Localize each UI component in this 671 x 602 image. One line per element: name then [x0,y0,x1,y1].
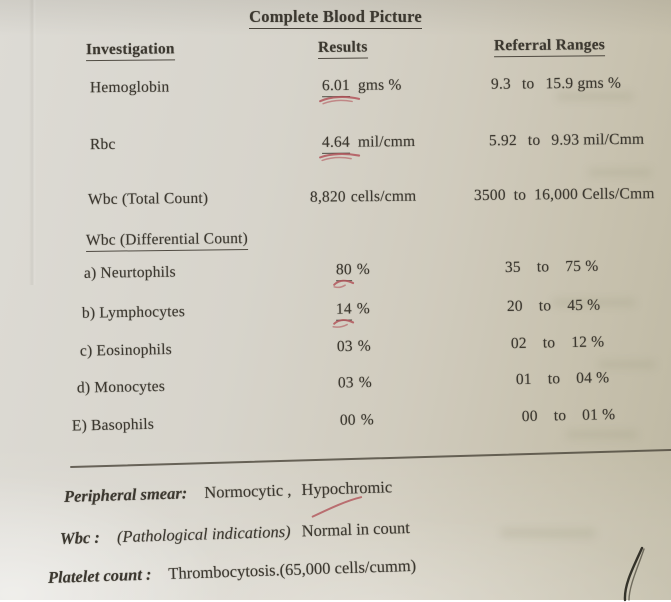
referral-range-cell: 3500 to 16,000 Cells/Cmm [474,185,655,205]
range-high: 15.9 gms % [545,74,622,93]
range-to: to [521,75,535,93]
range-high: 9.93 mil/Cmm [551,130,645,149]
note-value-marked: Hypochromic [301,477,392,518]
referral-range-cell: 9.3 to 15.9 gms % [491,75,621,94]
result-unit: cells/cmm [350,187,417,206]
paper-crease [29,0,36,285]
referral-range-cell: 01 to 04 % [516,369,610,389]
result-unit: % [356,260,371,279]
ink-bleedthrough [556,92,634,101]
ink-bleedthrough [588,168,652,177]
result-number: 03 [337,374,354,392]
range-to: to [553,407,567,425]
range-to: to [547,370,561,388]
range-low: 3500 [473,186,506,205]
referral-range-cell: 20 to 45 % [507,297,601,316]
range-high: 12 % [571,333,605,352]
red-pen-underline-icon [333,279,355,289]
section-header-differential-count: Wbc (Differential Count) [85,229,249,252]
range-to: to [536,258,550,276]
result-cell: 8,820 cells/cmm [310,188,417,207]
ink-bleedthrough [566,430,638,439]
column-header-referral-ranges: Referral Ranges [493,36,606,58]
range-low: 35 [504,258,521,276]
referral-range-cell: 02 to 12 % [511,333,605,353]
referral-range-cell: 35 to 75 % [505,258,599,277]
note-value: Normal in count [301,518,411,541]
column-header-investigation: Investigation [85,40,175,62]
result-unit: % [356,300,371,318]
table-row-hemoglobin: Hemoglobin 6.01 gms % 9.3 to 15.9 gms % [0,74,671,105]
investigation-name: Wbc (Total Count) [87,189,209,209]
red-pen-check-icon [311,496,362,518]
range-to: to [542,334,556,352]
result-cell: 00 % [340,411,374,430]
result-cell: 03 % [338,374,372,393]
table-row-lymphocytes: b) Lymphocytes 14 % 20 to 45 % [0,295,671,328]
result-cell: 6.01 gms % [319,76,402,105]
range-to: to [513,186,527,204]
ink-bleedthrough [500,528,596,538]
note-peripheral-smear: Peripheral smear: Normocytic , Hypochrom… [63,477,393,518]
note-value: Normocytic , [204,480,292,502]
red-pen-underline-icon [332,319,355,328]
investigation-name: Rbc [89,135,116,154]
note-parenthetical: (Pathological indications) [116,521,291,547]
investigation-name: d) Monocytes [76,377,166,397]
range-high: 01 % [582,406,616,424]
note-label: Platelet count : [47,564,152,587]
page-title: Complete Blood Picture [249,7,422,29]
range-low: 9.3 [490,75,512,93]
red-pen-underline-icon [319,152,361,162]
result-unit: mil/cmm [357,133,416,151]
range-high: 04 % [576,369,610,387]
range-high: 16,000 Cells/Cmm [534,185,655,204]
referral-range-cell: 00 to 01 % [522,406,616,426]
range-low: 02 [510,334,527,353]
note-label: Peripheral smear: [63,483,188,506]
result-unit: % [358,373,373,392]
column-header-results: Results [317,38,368,59]
table-row-neutrophils: a) Neurtophils 80 % 35 to 75 % [0,257,671,289]
result-cell: 14 % [332,300,371,328]
document-header: Complete Blood Picture [0,7,671,29]
stray-pen-object [623,546,645,602]
result-unit: % [360,411,375,429]
range-low: 01 [515,370,532,389]
range-high: 45 % [567,296,601,315]
investigation-name: a) Neurtophils [83,263,176,282]
investigation-name: E) Basophils [71,415,155,435]
result-cell: 03 % [337,338,371,357]
result-number: 8,820 [309,188,346,206]
table-row-rbc: Rbc 4.64 mil/cmm 5.92 to 9.93 mil/Cmm [0,131,671,162]
investigation-name: Hemoglobin [89,78,170,97]
investigation-name: c) Eosinophils [79,341,173,360]
result-cell: 4.64 mil/cmm [319,133,416,162]
result-cell: 80 % [333,260,371,289]
range-high: 75 % [565,257,599,276]
range-low: 5.92 [488,132,517,150]
result-unit: % [357,337,372,355]
result-number: 00 [339,411,356,429]
range-to: to [527,131,541,149]
ink-bleedthrough [552,298,636,307]
result-number: 03 [336,337,353,356]
investigation-name: b) Lymphocytes [81,303,186,322]
referral-range-cell: 5.92 to 9.93 mil/Cmm [489,131,644,150]
note-label: Wbc : [59,527,101,548]
result-unit: gms % [357,76,402,94]
range-to: to [538,297,552,315]
red-pen-underline-icon [319,95,361,105]
ink-bleedthrough [598,360,656,369]
range-low: 20 [506,297,523,316]
range-low: 00 [521,407,538,426]
